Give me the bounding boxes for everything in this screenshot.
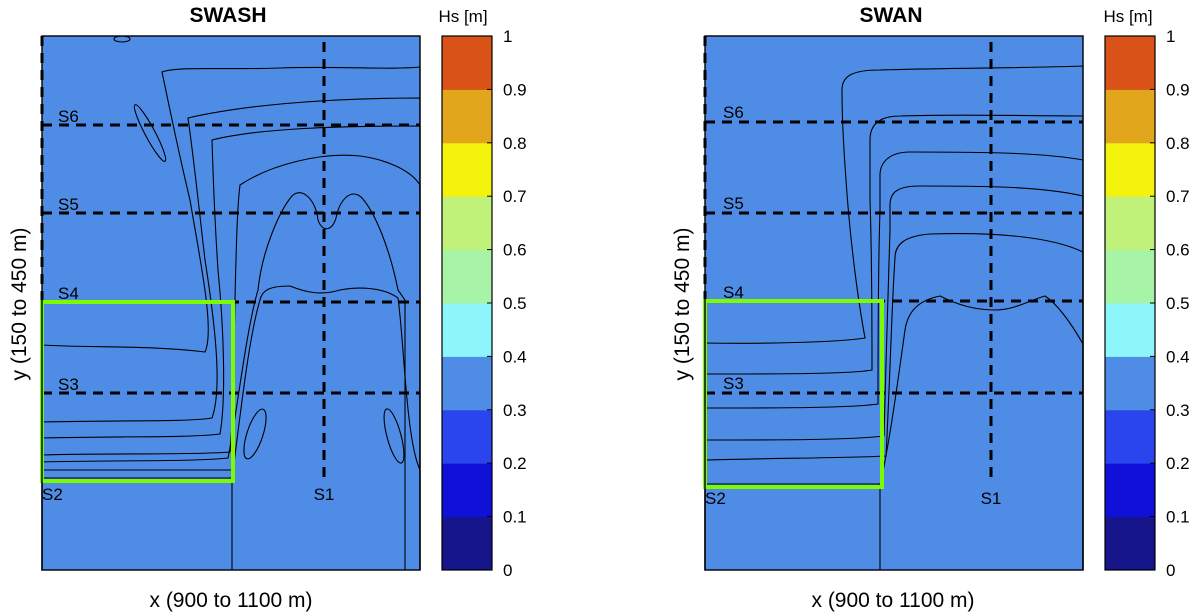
swan-label-s6: S6 [723, 103, 744, 122]
swan-colorbar-block-2 [1105, 409, 1155, 464]
swan-colorbar-block-3 [1105, 356, 1155, 411]
swan-level-0.9-1.0 [704, 295, 1084, 571]
swan-colorbar-ticks: 1 0.9 0.8 0.7 0.6 0.5 0.4 0.3 0.2 0.1 0 [1150, 27, 1190, 580]
swash-colorbar-tick-label: 0.9 [503, 80, 527, 99]
swan-colorbar-label: Hs [m] [1103, 7, 1152, 26]
swash-level-0.6-0.7 [41, 125, 421, 571]
swash-plot-frame [41, 35, 421, 571]
swash-label-s5: S5 [58, 195, 79, 214]
swan-label-s3: S3 [723, 374, 744, 393]
swash-title: SWASH [189, 4, 266, 27]
swan-colorbar-tick-label: 0.9 [1166, 80, 1190, 99]
swan-colorbar-blocks [1105, 36, 1155, 571]
swan-colorbar-block-4 [1105, 303, 1155, 357]
swash-level-0.9-1.0 [41, 285, 421, 571]
swash-colorbar-block-4 [442, 303, 492, 357]
swash-colorbar-tick-label: 0.7 [503, 187, 527, 206]
swan-colorbar-tick-label: 0.6 [1166, 241, 1190, 260]
swan-label-s4: S4 [723, 283, 744, 302]
swash-colorbar-tick-label: 0.2 [503, 454, 527, 473]
swan-xlabel: x (900 to 1100 m) [811, 589, 974, 612]
swash-colorbar-tick-label: 0.3 [503, 401, 527, 420]
swash-colorbar-block-0 [442, 516, 492, 571]
swash-colorbar-tick-label: 0.4 [503, 347, 527, 366]
swash-colorbar-block-2 [442, 409, 492, 464]
swash-colorbar-block-6 [442, 196, 492, 251]
swan-level-0.7-0.8 [704, 185, 1084, 571]
swash-colorbar-block-7 [442, 142, 492, 197]
swan-plot-frame [704, 35, 1084, 571]
swan-label-s2: S2 [705, 489, 726, 508]
swan-level-0.4-0.5 [704, 65, 1084, 571]
swash-colorbar-block-9 [442, 36, 492, 90]
swan-colorbar: Hs [m] 1 0.9 0.8 0.7 0.6 0.5 0.4 0.3 0.2 0.1 0 [1103, 7, 1189, 580]
swash-label-s2: S2 [42, 485, 63, 504]
swash-colorbar-tick-label: 1 [503, 27, 512, 46]
swan-panel: SWAN S1 S2 S3 S4 S5 S6 x (900 to 1100 m)… [671, 4, 1190, 612]
swash-colorbar-tick-label: 0.8 [503, 134, 527, 153]
swan-colorbar-block-6 [1105, 196, 1155, 251]
swan-colorbar-block-1 [1105, 463, 1155, 518]
swan-colorbar-block-8 [1105, 89, 1155, 144]
swash-colorbar-tick-label: 0.6 [503, 241, 527, 260]
swan-colorbar-tick-label: 0.3 [1166, 401, 1190, 420]
swash-colorbar-block-3 [442, 356, 492, 411]
swash-colorbar-label: Hs [m] [438, 7, 487, 26]
swan-colorbar-block-9 [1105, 36, 1155, 90]
swash-pocket-right [383, 408, 405, 464]
swash-pocket-left [243, 408, 267, 460]
swan-ylabel: y (150 to 450 m) [671, 228, 694, 381]
swash-colorbar-tick-label: 0.1 [503, 508, 527, 527]
swan-colorbar-tick-label: 0.8 [1166, 134, 1190, 153]
swan-title: SWAN [860, 4, 923, 27]
swan-colorbar-tick-label: 0 [1166, 561, 1175, 580]
swan-colorbar-block-5 [1105, 249, 1155, 304]
swash-level-0.5-0.6 [41, 97, 421, 571]
swash-panel: SWASH S1 S2 S3 [8, 4, 527, 612]
swash-colorbar-block-5 [442, 249, 492, 304]
swash-colorbar-block-1 [442, 463, 492, 518]
swan-colorbar-tick-label: 1 [1166, 27, 1175, 46]
swash-label-s3: S3 [58, 375, 79, 394]
swash-colorbar-blocks [442, 36, 492, 571]
swash-colorbar-tick-label: 0.5 [503, 294, 527, 313]
swan-colorbar-tick-label: 0.4 [1166, 347, 1190, 366]
swan-label-s5: S5 [723, 194, 744, 213]
swash-level-0.4-0.5 [41, 66, 421, 571]
swan-colorbar-tick-label: 0.7 [1166, 187, 1190, 206]
swan-level-0.6-0.7 [704, 151, 1084, 571]
swan-colorbar-tick-label: 0.5 [1166, 294, 1190, 313]
swash-islet [133, 104, 167, 162]
swan-colorbar-tick-label: 0.2 [1166, 454, 1190, 473]
swash-ylabel: y (150 to 450 m) [8, 228, 31, 381]
swan-level-0.5-0.6 [704, 114, 1084, 571]
swash-label-s6: S6 [58, 107, 79, 126]
swan-colorbar-block-0 [1105, 516, 1155, 571]
swash-label-s4: S4 [58, 284, 79, 303]
swash-colorbar-tick-label: 0 [503, 561, 512, 580]
swan-level-0.8-0.9 [704, 232, 1084, 571]
swash-level-0.7-0.8 [41, 154, 421, 571]
swash-label-s1: S1 [314, 485, 335, 504]
swash-level-0.8-0.9 [41, 192, 406, 571]
swash-colorbar: Hs [m] 1 0.9 0.8 0.7 0.6 0.5 0.4 0.3 0.2 0.1 0 [438, 7, 526, 580]
swash-xlabel: x (900 to 1100 m) [149, 589, 312, 612]
swan-colorbar-block-7 [1105, 142, 1155, 197]
swan-colorbar-tick-label: 0.1 [1166, 508, 1190, 527]
swash-colorbar-block-8 [442, 89, 492, 144]
swan-label-s1: S1 [981, 489, 1002, 508]
swash-colorbar-ticks: 1 0.9 0.8 0.7 0.6 0.5 0.4 0.3 0.2 0.1 0 [487, 27, 527, 580]
